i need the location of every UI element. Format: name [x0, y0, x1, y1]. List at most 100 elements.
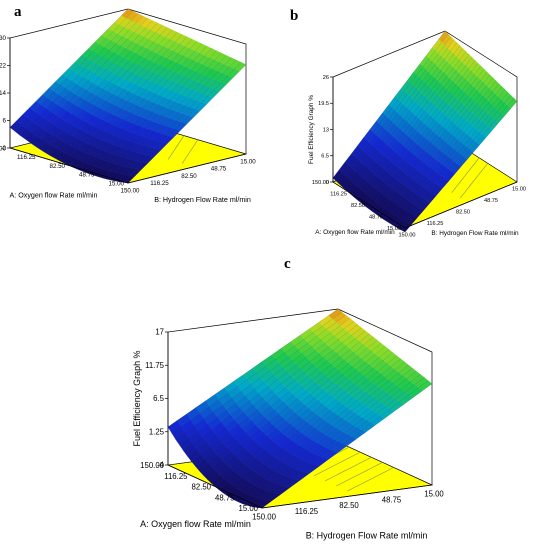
a-tick-label: 15.00 — [387, 226, 401, 232]
surface-grid-line — [341, 39, 455, 187]
surface-grid-line — [238, 364, 409, 503]
surface-grid-line — [214, 346, 386, 487]
a-tick-label: 48.75 — [79, 172, 95, 179]
floor-contour — [460, 163, 488, 199]
b-tick-label: 15.00 — [512, 186, 526, 192]
surface-grid-line — [365, 63, 479, 207]
surface-grid-line — [118, 59, 237, 182]
surface-grid-line — [383, 80, 497, 220]
surface-grid-line — [175, 315, 346, 440]
chart-panel-c: c -4 1.25 6.5 11.75 17 Fuel Efficiency Graph %… — [132, 256, 445, 541]
z-tick-label: 0 — [326, 180, 329, 186]
z-tick-label: 1.25 — [149, 427, 165, 436]
surface-grid-line — [347, 45, 461, 193]
surface-grid-line — [257, 380, 429, 508]
surface-grid-line — [332, 30, 446, 179]
surface-grid-line — [9, 8, 129, 128]
z-tick-label: 14 — [0, 90, 7, 97]
surface-grid-line — [350, 48, 464, 195]
surface-grid-line — [44, 25, 163, 153]
surface-grid-line — [167, 308, 339, 428]
z-tick-label: 11.75 — [145, 361, 165, 370]
z-axis-title: Fuel Efficiency Graph % — [308, 95, 315, 164]
surface-grid-line — [392, 89, 506, 226]
surface-grid-line — [230, 358, 401, 499]
surface-grid-line — [377, 74, 491, 216]
surface-grid-line — [83, 43, 202, 172]
z-tick-label: 26 — [323, 75, 329, 81]
response-surface — [332, 30, 518, 233]
box-front-edge — [332, 181, 406, 229]
surface-grid-line — [14, 11, 134, 132]
surface-grid-line — [359, 57, 473, 203]
surface-grid-line — [218, 349, 390, 490]
a-axis-title: A: Oxygen flow Rate ml/min — [315, 229, 395, 236]
box-front-edge — [9, 147, 129, 184]
b-tick-label: 48.75 — [211, 166, 227, 173]
surface-grid-line — [386, 83, 500, 222]
b-axis-title: B: Hydrogen Flow Rate ml/min — [306, 531, 428, 541]
z-tick-label: 6.5 — [321, 154, 329, 160]
surface-grid-line — [98, 50, 217, 177]
surface-grid-line — [344, 42, 458, 190]
surface-grid-line — [335, 33, 449, 182]
surface-grid-line — [103, 52, 222, 179]
floor-contour — [336, 462, 383, 487]
panel-letter: a — [14, 4, 22, 20]
surface-grid-line — [362, 60, 476, 205]
surface-grid-line — [59, 32, 178, 161]
surface-grid-line — [108, 55, 227, 180]
box-front-edge — [261, 484, 433, 509]
a-tick-label: 150.00 — [0, 145, 7, 152]
z-tick-label: -4 — [157, 461, 165, 470]
b-tick-label: 82.50 — [456, 209, 470, 215]
surface-grid-line — [122, 62, 242, 183]
surface-grid-line — [404, 101, 518, 233]
surface-grid-line — [68, 36, 188, 166]
surface-grid-line — [226, 355, 397, 496]
a-tick-label: 15.00 — [109, 180, 125, 187]
floor-contour — [167, 135, 185, 160]
b-tick-label: 15.00 — [240, 158, 256, 165]
surface-grid-line — [39, 22, 158, 150]
surface-grid-line — [199, 333, 370, 472]
surface-patch — [507, 98, 518, 109]
surface-grid-line — [73, 38, 193, 168]
surface-grid-line — [113, 57, 232, 181]
floor-contour — [451, 157, 480, 193]
surface-grid-line — [29, 18, 148, 143]
surface-grid-line — [222, 352, 393, 493]
z-tick-label: 19.5 — [318, 101, 329, 107]
a-tick-label: 116.25 — [164, 472, 188, 481]
b-tick-label: 116.25 — [427, 221, 444, 227]
surface-grid-line — [261, 383, 433, 509]
b-tick-label: 150.00 — [121, 187, 140, 194]
surface-grid-line — [78, 41, 197, 170]
b-tick-label: 116.25 — [295, 507, 319, 516]
surface-grid-line — [203, 336, 374, 476]
surface-grid-line — [49, 27, 168, 156]
surface-grid-line — [401, 98, 515, 231]
surface-grid-line — [63, 34, 183, 164]
surface-grid-line — [353, 51, 467, 198]
surface-grid-line — [88, 45, 207, 174]
surface-grid-line — [250, 374, 421, 507]
z-tick-label: 6 — [3, 118, 7, 125]
floor-contour — [181, 139, 199, 164]
b-tick-label: 116.25 — [150, 180, 169, 187]
z-tick-label: 6.5 — [153, 394, 165, 403]
b-tick-label: 48.75 — [382, 495, 402, 504]
surface-grid-line — [195, 330, 366, 467]
a-tick-label: 82.50 — [191, 483, 211, 492]
b-axis-title: B: Hydrogen Flow Rate ml/min — [431, 230, 519, 237]
surface-grid-line — [356, 54, 470, 200]
surface-grid-line — [368, 65, 482, 210]
surface-grid-line — [380, 77, 494, 218]
a-tick-label: 116.25 — [17, 154, 36, 161]
surface-grid-line — [34, 20, 153, 146]
b-tick-label: 82.50 — [339, 501, 359, 510]
floor-contour — [313, 451, 361, 477]
surface-grid-line — [93, 48, 212, 176]
b-tick-label: 150.00 — [252, 513, 277, 522]
